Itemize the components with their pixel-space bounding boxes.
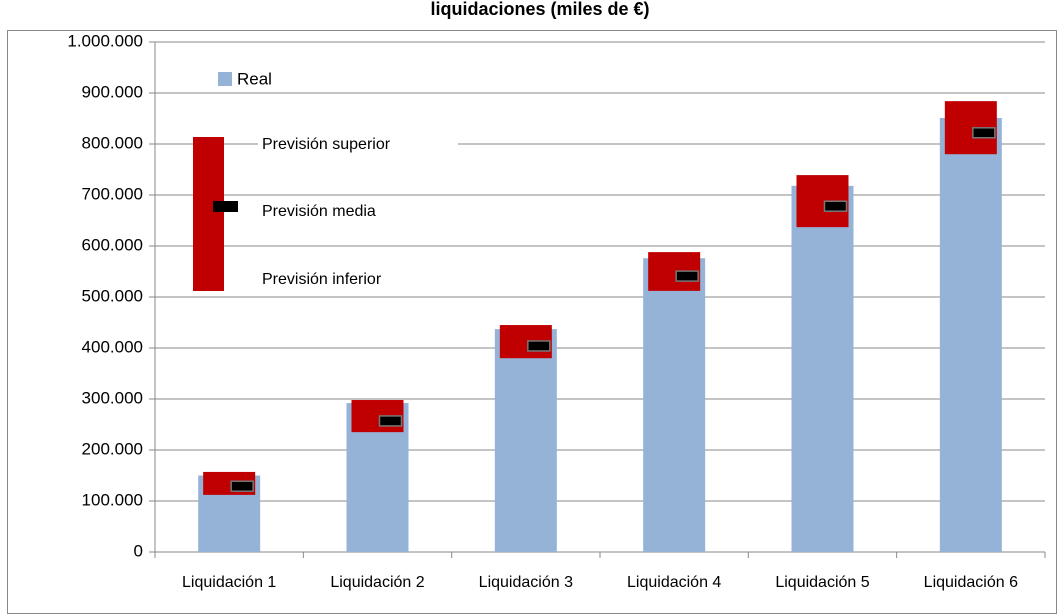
forecast-media (378, 415, 403, 427)
y-tick-label: 400.000 (82, 337, 143, 356)
forecast-media (527, 340, 551, 352)
x-tick-label: Liquidación 6 (924, 574, 1018, 591)
x-tick-label: Liquidación 4 (627, 574, 721, 591)
x-tick-label: Liquidación 1 (182, 574, 276, 591)
y-tick-label: 900.000 (82, 82, 143, 101)
y-tick-label: 0 (134, 541, 143, 560)
x-tick-label: Liquidación 3 (479, 574, 573, 591)
bar (791, 185, 854, 552)
legend-label: Previsión inferior (262, 271, 382, 288)
legend-bg (258, 133, 458, 157)
y-tick-label: 800.000 (82, 133, 143, 152)
legend-range (193, 137, 224, 291)
forecast-media (230, 480, 254, 492)
y-tick-label: 100.000 (82, 490, 143, 509)
forecast-media (675, 270, 699, 282)
x-tick-label: Liquidación 2 (330, 574, 424, 591)
bar (939, 117, 1002, 553)
y-tick-label: 500.000 (82, 286, 143, 305)
legend-label: Real (237, 69, 272, 88)
legend-media (213, 201, 238, 212)
legend-swatch (218, 72, 232, 86)
bar (494, 329, 557, 552)
chart-title: liquidaciones (miles de €) (430, 0, 649, 19)
legend-bg (235, 69, 277, 91)
forecast-media (972, 127, 996, 139)
y-tick-label: 700.000 (82, 184, 143, 203)
bar (643, 258, 706, 552)
y-tick-label: 300.000 (82, 388, 143, 407)
y-tick-label: 600.000 (82, 235, 143, 254)
legend-bg (258, 200, 458, 224)
legend-label: Previsión media (262, 203, 376, 220)
y-tick-label: 200.000 (82, 439, 143, 458)
legend-label: Previsión superior (262, 136, 391, 153)
y-tick-label: 1.000.000 (67, 31, 143, 50)
legend-bg (258, 268, 458, 292)
x-tick-label: Liquidación 5 (775, 574, 869, 591)
forecast-media (823, 200, 848, 212)
